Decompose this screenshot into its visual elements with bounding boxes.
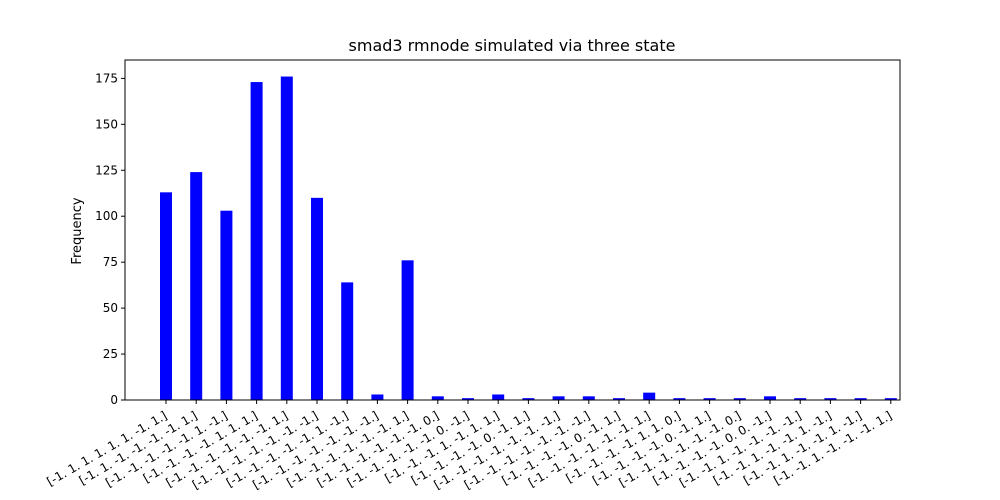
bar-24 — [854, 398, 867, 400]
y-tick-label: 150 — [95, 117, 118, 131]
bar-17 — [643, 392, 656, 400]
bar-7 — [341, 282, 354, 400]
axes-frame — [124, 59, 901, 401]
y-tick-label: 25 — [103, 347, 118, 361]
bar-23 — [824, 398, 837, 400]
y-tick-label: 50 — [103, 301, 118, 315]
y-tick-label: 125 — [95, 163, 118, 177]
bar-15 — [582, 396, 595, 400]
y-tick-label: 0 — [110, 393, 118, 407]
y-tick-label: 100 — [95, 209, 118, 223]
y-tick-label: 175 — [95, 71, 118, 85]
bar-6 — [311, 197, 323, 400]
bar-16 — [613, 398, 625, 400]
bar-1 — [160, 192, 172, 400]
bar-22 — [794, 398, 807, 400]
bar-11 — [462, 398, 474, 400]
bar-25 — [884, 398, 897, 400]
bar-4 — [250, 82, 263, 401]
bar-2 — [190, 172, 203, 400]
bar-21 — [764, 396, 776, 400]
bar-8 — [371, 394, 384, 400]
bar-18 — [673, 398, 686, 400]
bar-19 — [703, 398, 716, 400]
bar-10 — [431, 396, 444, 400]
bar-9 — [401, 260, 414, 400]
bar-13 — [522, 398, 535, 400]
bar-12 — [492, 394, 505, 400]
bar-5 — [280, 76, 293, 401]
bar-14 — [552, 396, 565, 400]
bar-20 — [733, 398, 746, 400]
chart-title: smad3 rmnode simulated via three state — [349, 36, 676, 55]
y-tick-label: 75 — [103, 255, 118, 269]
y-axis-label: Frequency — [70, 197, 85, 264]
bar-3 — [220, 210, 233, 400]
